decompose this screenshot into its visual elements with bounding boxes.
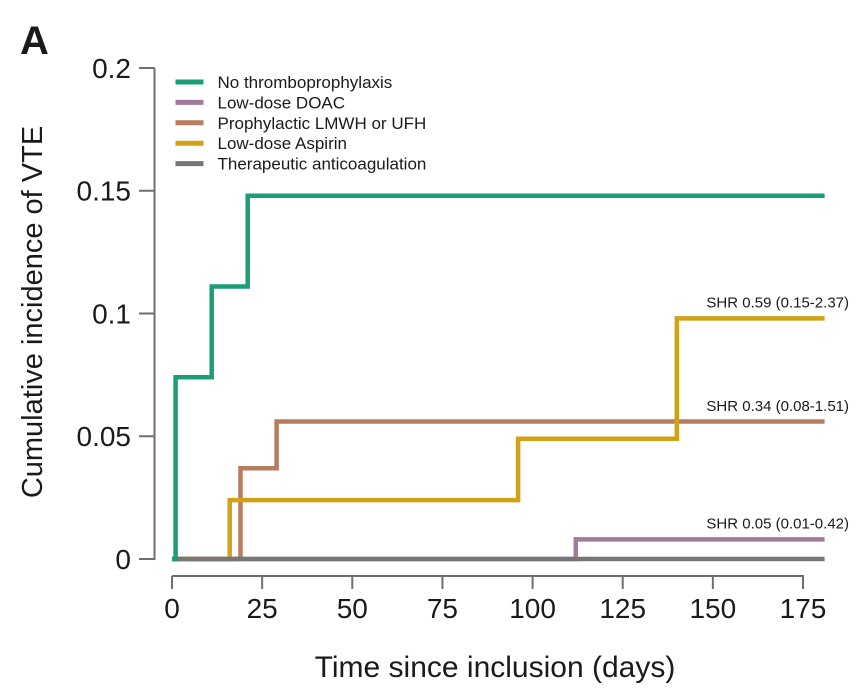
y-tick-label: 0	[115, 544, 131, 575]
legend-label-therapeutic-anticoagulation: Therapeutic anticoagulation	[218, 155, 427, 174]
x-tick-label: 75	[427, 593, 458, 624]
y-axis-title: Cumulative incidence of VTE	[17, 126, 49, 498]
y-tick-label: 0.1	[92, 298, 131, 329]
x-tick-label: 175	[780, 593, 827, 624]
x-tick-label: 0	[164, 593, 180, 624]
y-tick-label: 0.2	[92, 53, 131, 84]
x-tick-label: 25	[247, 593, 278, 624]
shr-annotation-prophylactic-lmwh-or-ufh: SHR 0.34 (0.08-1.51)	[706, 398, 849, 415]
series-line-low-dose-doac	[172, 537, 825, 562]
series-line-no-thromboprophylaxis	[172, 193, 825, 562]
x-axis-title: Time since inclusion (days)	[315, 651, 676, 684]
x-axis: 0 25 50 75 100 125 150 175	[164, 575, 827, 624]
legend-label-prophylactic-lmwh-or-ufh: Prophylactic LMWH or UFH	[218, 114, 427, 133]
shr-annotation-low-dose-doac: SHR 0.05 (0.01-0.42)	[706, 516, 849, 533]
panel-label: A	[20, 19, 49, 63]
x-tick-label: 50	[337, 593, 368, 624]
x-tick-label: 100	[509, 593, 556, 624]
legend-label-no-thromboprophylaxis: No thromboprophylaxis	[218, 73, 393, 92]
y-axis: 0 0.05 0.1 0.15 0.2	[77, 53, 156, 575]
shr-annotation-low-dose-aspirin: SHR 0.59 (0.15-2.37)	[706, 295, 849, 312]
x-tick-label: 150	[689, 593, 736, 624]
x-tick-label: 125	[599, 593, 646, 624]
legend-label-low-dose-aspirin: Low-dose Aspirin	[218, 134, 347, 153]
legend-label-low-dose-doac: Low-dose DOAC	[218, 93, 346, 112]
y-tick-label: 0.15	[77, 176, 132, 207]
y-tick-label: 0.05	[77, 421, 132, 452]
shr-annotations: SHR 0.59 (0.15-2.37) SHR 0.34 (0.08-1.51)…	[706, 295, 849, 533]
series-lines	[172, 193, 825, 562]
series-line-low-dose-aspirin	[172, 316, 825, 562]
